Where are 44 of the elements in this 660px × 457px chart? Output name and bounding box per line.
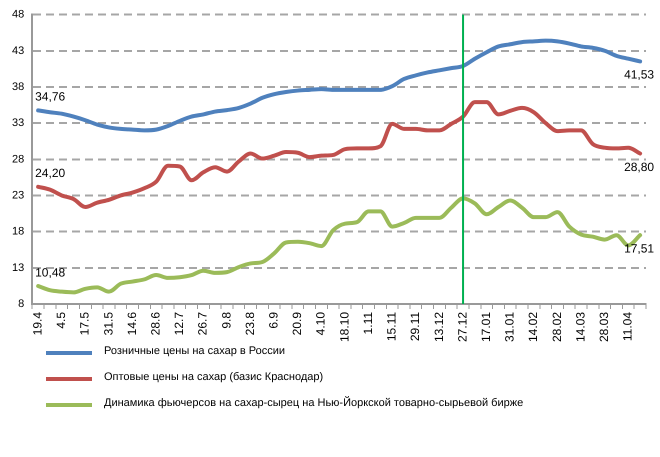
x-tick-label: 14.03 (573, 312, 588, 342)
legend-label: Розничные цены на сахар в России (104, 345, 286, 357)
legend-label: Динамика фьючерсов на сахар-сырец на Нью-Йоркской товарно-сырьевой бирже (104, 397, 524, 409)
y-tick-label: 33 (12, 117, 24, 130)
x-tick-label: 27.12 (455, 312, 470, 342)
x-tick-label: 13.12 (432, 312, 446, 342)
y-tick-label: 13 (12, 262, 24, 274)
x-tick-label: 9.8 (219, 312, 234, 329)
y-tick-label: 43 (12, 44, 24, 57)
y-tick-label: 38 (12, 80, 24, 93)
y-tick-label: 28 (12, 153, 24, 166)
legend-label: Оптовые цены на сахар (базис Краснодар) (104, 371, 324, 383)
x-tick-label: 29.11 (408, 312, 422, 342)
x-tick-label: 26.7 (196, 312, 210, 336)
x-tick-label: 28.03 (597, 312, 611, 342)
x-tick-label: 12.7 (172, 312, 186, 336)
x-tick-label: 18.10 (337, 312, 352, 342)
y-tick-label: 48 (12, 8, 24, 21)
x-tick-label: 23.8 (242, 312, 257, 336)
x-tick-label: 14.6 (124, 312, 139, 336)
x-tick-label: 4.10 (314, 312, 328, 336)
x-tick-label: 1.11 (360, 312, 375, 334)
data-label: 28,80 (624, 160, 654, 174)
x-tick-label: 17.5 (78, 312, 92, 336)
x-tick-label: 31.01 (502, 312, 517, 342)
data-label: 24,20 (35, 166, 66, 180)
data-label: 41,53 (624, 68, 654, 82)
x-tick-label: 20.9 (290, 312, 304, 336)
x-tick-label: 19.4 (30, 312, 44, 336)
x-tick-label: 4.5 (54, 312, 68, 329)
y-tick-label: 18 (12, 226, 24, 238)
data-label: 10,48 (35, 265, 66, 280)
x-tick-label: 15.11 (384, 312, 399, 342)
data-label: 34,76 (35, 90, 66, 104)
x-tick-label: 14.02 (526, 312, 540, 342)
y-tick-label: 8 (18, 298, 24, 310)
x-tick-label: 28.02 (550, 312, 564, 342)
x-tick-label: 6.9 (266, 312, 281, 329)
x-tick-label: 31.5 (101, 312, 116, 336)
data-label: 17,51 (624, 241, 654, 256)
x-tick-label: 28.6 (148, 312, 162, 336)
y-tick-label: 23 (12, 189, 24, 202)
x-tick-label: 11.04 (620, 312, 635, 342)
x-tick-label: 17.01 (478, 312, 493, 342)
